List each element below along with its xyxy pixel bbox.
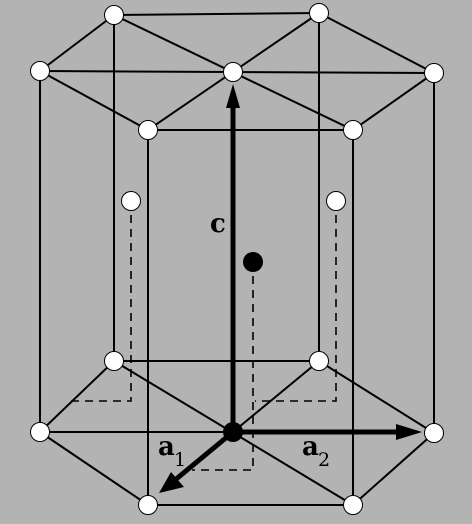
c-vector (226, 84, 240, 432)
bottom-hexagon (39, 360, 435, 506)
lattice-point (223, 62, 243, 82)
a1-label-base: a (158, 432, 175, 462)
c-label: c (210, 209, 226, 239)
lattice-point (104, 351, 124, 371)
lattice-point (309, 3, 329, 23)
lattice-point (343, 120, 363, 140)
lattice-point (30, 422, 50, 442)
a1-label-subscript: 1 (174, 449, 186, 471)
interior-atom (243, 252, 263, 272)
vertical-edges (39, 13, 435, 505)
a2-label: a 2 (302, 432, 330, 471)
lattice-point (343, 495, 363, 515)
a2-label-base: a (302, 432, 319, 462)
a1-label: a 1 (158, 432, 186, 471)
lattice-point (326, 191, 346, 211)
lattice-point (121, 191, 141, 211)
lattice-point (424, 423, 444, 443)
lattice-point (309, 351, 329, 371)
lattice-point (424, 63, 444, 83)
a2-vector (233, 424, 422, 440)
lattice-point (138, 495, 158, 515)
lattice-points (30, 3, 444, 515)
a2-label-subscript: 2 (318, 449, 330, 471)
lattice-point (104, 5, 124, 25)
a1-vector (159, 430, 235, 493)
lattice-point (30, 61, 50, 81)
dashed-projections (70, 201, 337, 471)
lattice-point (138, 120, 158, 140)
origin-atom (223, 422, 243, 442)
